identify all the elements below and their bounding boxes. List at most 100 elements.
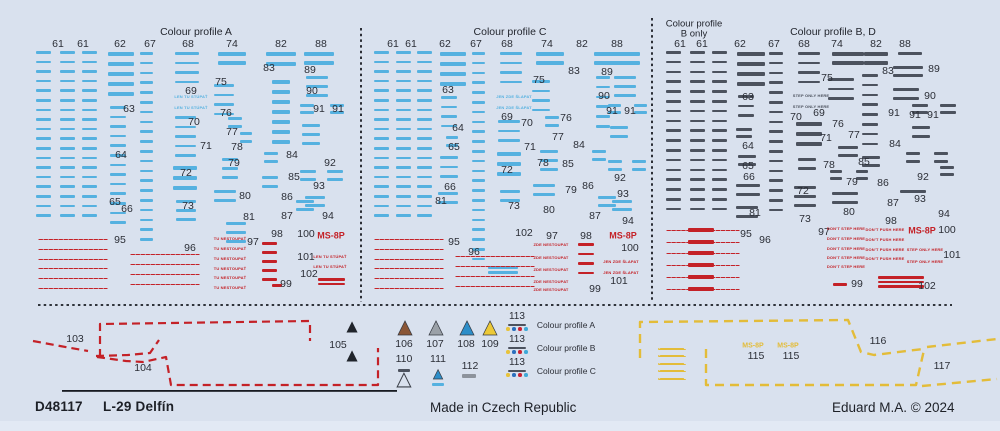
stencil-mark [214,93,234,97]
stencil-text: LEN TU STÚPAŤ [313,254,347,259]
stencil-mark [417,70,432,73]
stencil-mark [173,176,197,180]
decal-number: 115 [747,349,765,362]
stencil-mark [690,168,705,172]
decal-number: 102 [515,226,533,239]
stencil-mark [176,209,196,212]
stencil-mark [578,252,594,256]
legend-label: Colour profile A [536,319,595,330]
decal-number: 91 [888,106,900,119]
stencil-mark [214,103,234,106]
stencil-mark [862,83,878,87]
stencil-mark [417,127,432,131]
stencil-mark [472,238,485,241]
stencil-mark [540,150,558,153]
decal-number: 82 [275,37,287,50]
stencil-mark [532,99,550,102]
stencil-mark [934,160,948,163]
decal-number: 116 [869,334,887,347]
stencil-mark [540,168,558,171]
stencil-text: ZDE NESTOUPAT [533,242,569,247]
stencil-text: DON'T STEP HERE [826,246,866,251]
stencil-mark [440,165,458,169]
stencil-mark [300,178,316,181]
stencil-mark [666,100,681,103]
stencil-mark [712,90,727,93]
stencil-mark [272,140,290,144]
decal-number: 110 [395,352,413,365]
decal-number: 102 [300,267,318,280]
stencil-mark [666,129,681,132]
stencil-mark [36,137,51,140]
decal-number: 100 [938,223,956,236]
stencil-mark [36,127,51,131]
stencil-mark [712,178,727,181]
decal-number: 83 [882,64,894,77]
stencil-mark [110,192,126,195]
stencil-mark [396,156,411,160]
decal-number: 88 [611,37,623,50]
decal-number: 62 [734,37,746,50]
decal-number: 91 [313,102,325,115]
stencil-mark [266,62,296,66]
stencil-mark [608,104,621,107]
stencil-mark [262,185,278,188]
decal-number: 92 [614,171,626,184]
stencil-mark [666,178,681,181]
stencil-mark [262,260,277,263]
stencil-mark [736,215,758,218]
decal-number: 99 [851,277,863,290]
stencil-mark [374,79,389,83]
stencil-mark [690,51,705,54]
stencil-mark [666,51,681,54]
stencil-mark [296,208,314,211]
stencil-mark [38,258,108,260]
stencil-mark [396,166,411,169]
stencil-mark [110,106,126,109]
stencil-mark [306,94,328,97]
stencil-mark [666,158,681,162]
decal-number: 95 [448,235,460,248]
decal-number: 99 [280,277,292,290]
stencil-mark [140,218,153,222]
stencil-mark [666,168,681,172]
decal-number: 72 [180,166,192,179]
stencil-mark [396,137,411,140]
stencil-mark [60,70,75,73]
stencil-mark [769,140,783,143]
stencil-mark [832,192,858,195]
decal-number: 86 [877,176,889,189]
colour-dots-icon [506,350,528,354]
stencil-mark [36,147,51,150]
stencil-mark [830,170,842,173]
decal-number: 71 [524,140,536,153]
stencil-mark [536,61,564,65]
stencil-mark [140,52,153,55]
stencil-mark [658,355,686,358]
stencil-mark [140,61,153,65]
stencil-mark [798,167,816,170]
stencil-mark [262,269,277,272]
decal-number: 61 [52,37,64,50]
stencil-mark [396,60,411,64]
stencil-mark [175,154,196,157]
stencil-mark [737,82,765,86]
stencil-mark [82,60,97,64]
decal-number: 61 [405,37,417,50]
stencil-mark [497,162,521,166]
decal-number: 101 [943,248,961,261]
stencil-mark [82,89,97,92]
stencil-mark [690,158,705,162]
stencil-mark [396,51,411,54]
origin-text: Made in Czech Republic [430,400,577,415]
stencil-mark [666,80,681,83]
decal-number: 61 [387,37,399,50]
stencil-mark [38,268,108,270]
stencil-mark [632,168,646,171]
stencil-mark [712,109,727,113]
stencil-mark [712,51,727,54]
decal-number: 91 [909,108,921,121]
stencil-mark [500,199,520,202]
stencil-mark [396,214,411,217]
stencil-mark [175,61,199,65]
